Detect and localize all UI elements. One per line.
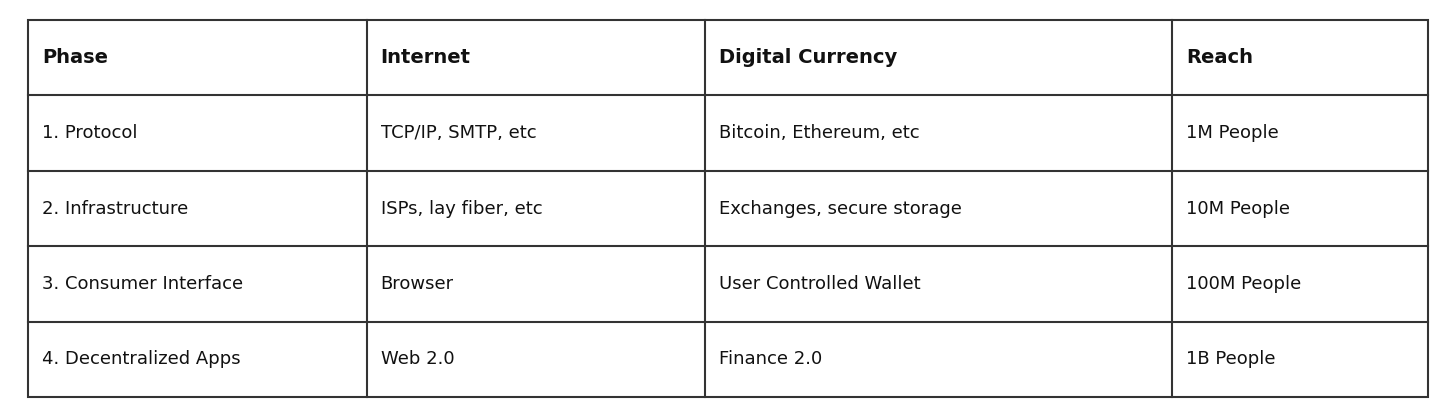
Text: Phase: Phase xyxy=(42,48,108,67)
Text: 1M People: 1M People xyxy=(1187,124,1278,142)
Text: Reach: Reach xyxy=(1187,48,1254,67)
Text: Browser: Browser xyxy=(380,275,454,293)
Text: Digital Currency: Digital Currency xyxy=(719,48,898,67)
Text: 2. Infrastructure: 2. Infrastructure xyxy=(42,199,188,218)
Text: Web 2.0: Web 2.0 xyxy=(380,350,454,368)
Text: Finance 2.0: Finance 2.0 xyxy=(719,350,823,368)
Text: 100M People: 100M People xyxy=(1187,275,1302,293)
Text: TCP/IP, SMTP, etc: TCP/IP, SMTP, etc xyxy=(380,124,536,142)
Text: ISPs, lay fiber, etc: ISPs, lay fiber, etc xyxy=(380,199,542,218)
Text: 4. Decentralized Apps: 4. Decentralized Apps xyxy=(42,350,240,368)
Text: Exchanges, secure storage: Exchanges, secure storage xyxy=(719,199,962,218)
Text: 10M People: 10M People xyxy=(1187,199,1290,218)
Text: Bitcoin, Ethereum, etc: Bitcoin, Ethereum, etc xyxy=(719,124,920,142)
Text: Internet: Internet xyxy=(380,48,470,67)
Text: 1B People: 1B People xyxy=(1187,350,1275,368)
Text: 3. Consumer Interface: 3. Consumer Interface xyxy=(42,275,243,293)
Text: User Controlled Wallet: User Controlled Wallet xyxy=(719,275,922,293)
Text: 1. Protocol: 1. Protocol xyxy=(42,124,137,142)
